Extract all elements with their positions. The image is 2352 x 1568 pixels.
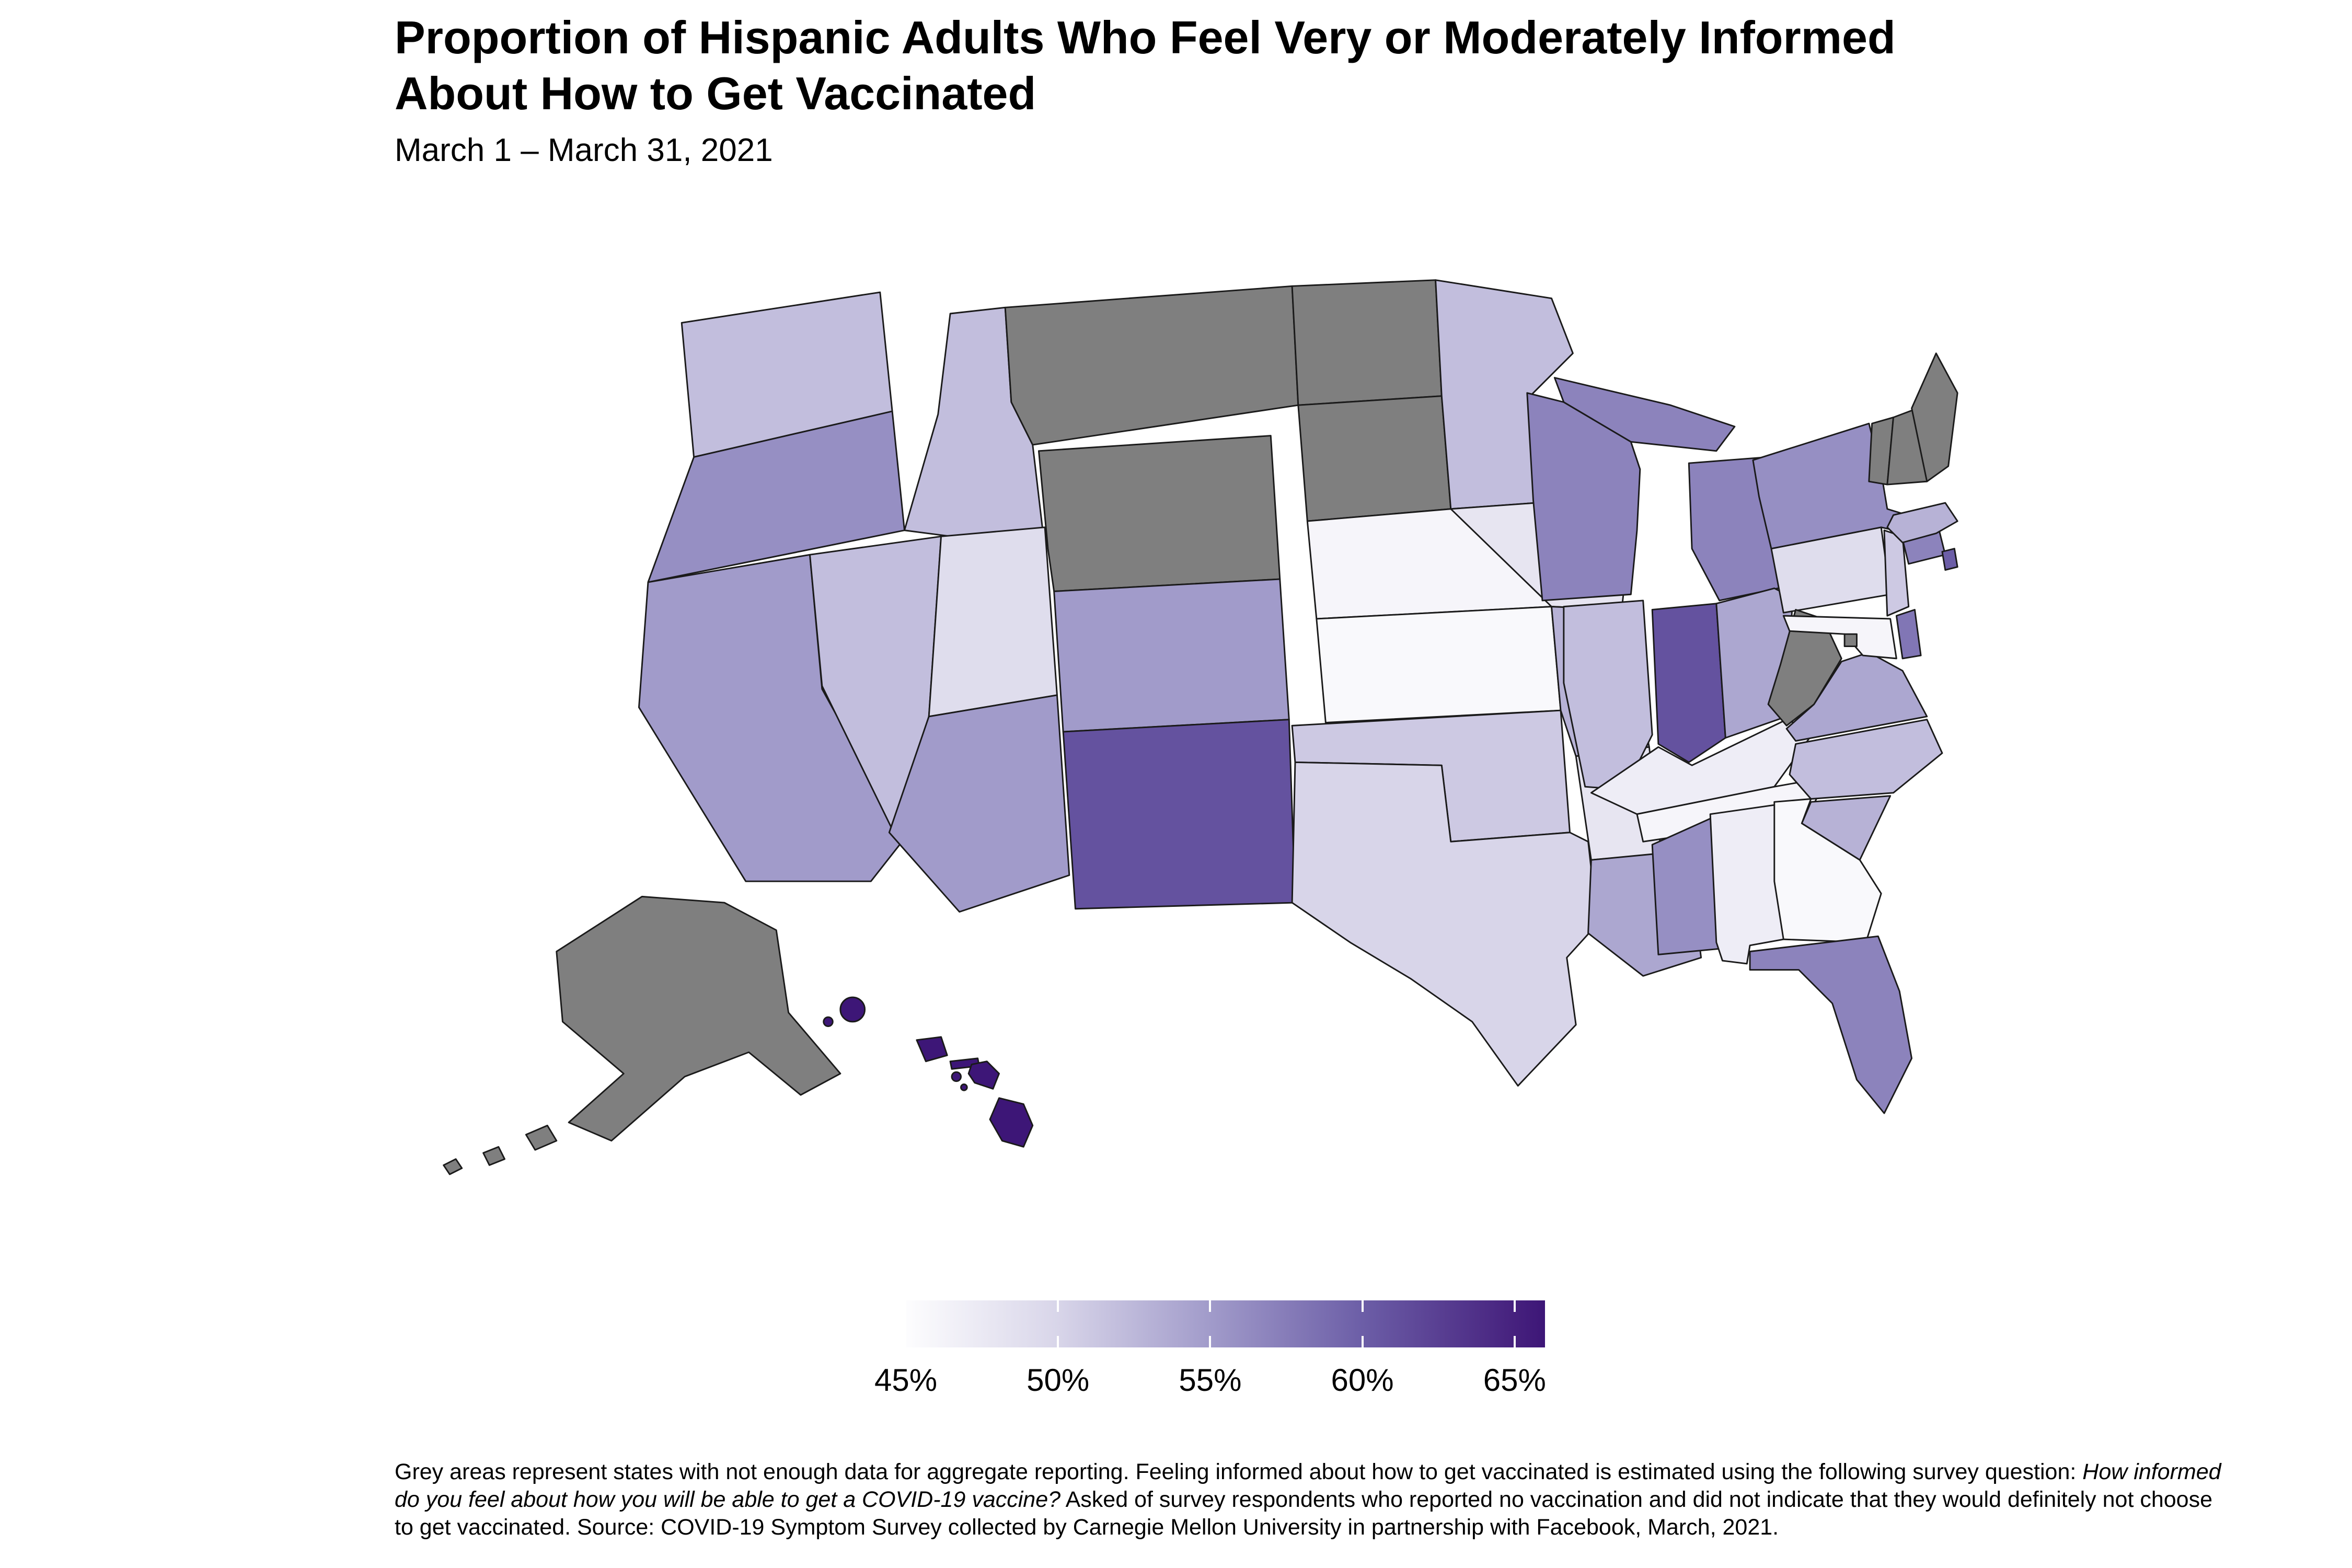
state-TX <box>1291 761 1598 1087</box>
state-GA <box>1773 798 1882 943</box>
state-shapes <box>443 279 1958 1175</box>
state-HI <box>916 1036 948 1063</box>
state-RI <box>1941 548 1958 571</box>
us-choropleth-map <box>343 225 1961 1202</box>
state-HI <box>967 1060 1000 1090</box>
legend-tick-label: 55% <box>1179 1363 1242 1398</box>
chart-title-line2: About How to Get Vaccinated <box>395 67 1036 120</box>
state-AL <box>1709 804 1784 965</box>
state-DC <box>1843 633 1858 647</box>
state-SC <box>1801 795 1892 861</box>
legend-tick-65 <box>1513 1336 1516 1347</box>
state-HI <box>989 1097 1034 1148</box>
state-WY <box>1037 435 1281 592</box>
footnote-italic-question: How informed do you feel about how you w… <box>395 1459 2221 1512</box>
state-DE <box>1895 608 1922 660</box>
state-NM <box>1062 719 1296 910</box>
state-HI <box>951 1071 962 1082</box>
state-CO <box>1053 578 1290 733</box>
state-ND <box>1291 279 1443 406</box>
state-HI <box>960 1083 968 1091</box>
state-AK <box>525 1124 558 1151</box>
footnote-text: Grey areas represent states with not eno… <box>395 1459 2083 1484</box>
state-KS <box>1316 606 1562 723</box>
legend-tick-label: 50% <box>1027 1363 1090 1398</box>
legend-gradient-bar <box>906 1300 1545 1347</box>
state-MI <box>1553 377 1736 452</box>
legend-tick-60 <box>1361 1300 1364 1312</box>
legend-tick-65 <box>1513 1300 1516 1312</box>
legend-tick-60 <box>1361 1336 1364 1347</box>
state-MT <box>1004 285 1299 446</box>
color-legend: 45% 50% 55% 60% 65% <box>874 1300 1546 1426</box>
state-AZ <box>888 694 1070 913</box>
legend-tick-55 <box>1209 1336 1212 1347</box>
state-NC <box>1789 719 1943 800</box>
state-MA <box>1886 502 1958 544</box>
legend-tick-label: 65% <box>1483 1363 1546 1398</box>
state-SD <box>1297 395 1452 522</box>
legend-tick-label: 45% <box>874 1363 938 1398</box>
state-ME <box>1911 352 1958 482</box>
legend-tick-55 <box>1209 1300 1212 1312</box>
state-VA <box>1785 651 1928 742</box>
state-IN <box>1651 603 1726 763</box>
state-HI <box>839 996 866 1023</box>
chart-title: Proportion of Hispanic Adults Who Feel V… <box>395 9 1896 122</box>
legend-tick-50 <box>1057 1300 1059 1312</box>
legend-tick-label: 60% <box>1331 1363 1394 1398</box>
state-AK <box>556 895 841 1142</box>
state-HI <box>823 1016 834 1028</box>
legend-tick-50 <box>1057 1336 1059 1347</box>
state-MD <box>1782 615 1897 660</box>
state-FL <box>1749 935 1913 1114</box>
footnote: Grey areas represent states with not eno… <box>395 1458 2221 1541</box>
footnote-text-continued: Asked of survey respondents who reported… <box>395 1486 2213 1540</box>
us-map-svg <box>443 279 1958 1175</box>
state-AK <box>443 1158 463 1175</box>
chart-subtitle: March 1 – March 31, 2021 <box>395 132 773 168</box>
chart-title-line1: Proportion of Hispanic Adults Who Feel V… <box>395 11 1896 63</box>
state-UT <box>928 526 1058 718</box>
state-AK <box>482 1146 505 1166</box>
